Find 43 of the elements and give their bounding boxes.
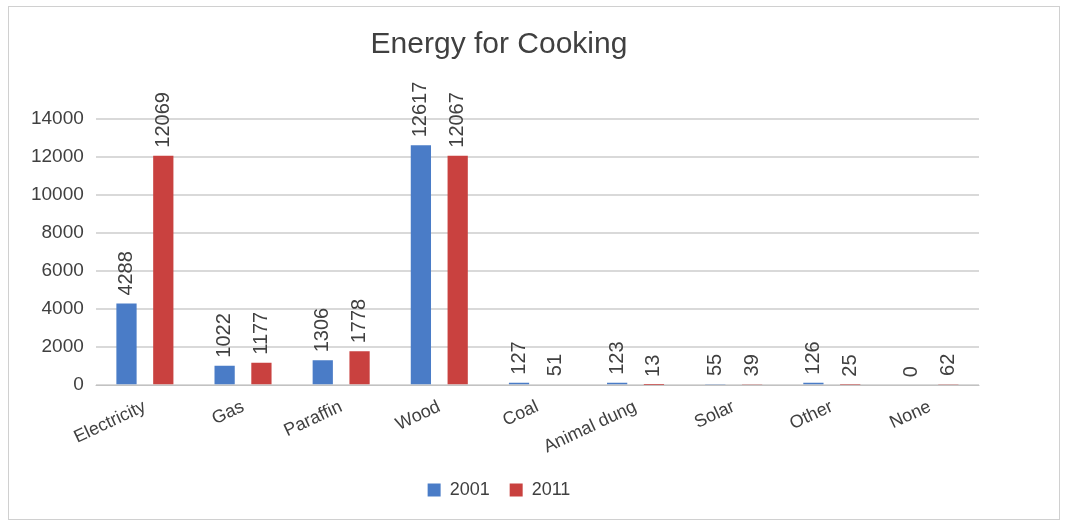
data-label: 0: [899, 366, 922, 378]
x-tick-label: None: [886, 395, 934, 433]
data-label: 51: [543, 353, 566, 377]
legend-label: 2001: [449, 478, 490, 499]
bar: [312, 360, 333, 385]
x-tick-label: Wood: [392, 395, 444, 434]
bar: [116, 303, 137, 385]
bar: [214, 365, 235, 385]
bar: [349, 351, 370, 385]
y-tick-label: 10000: [30, 183, 84, 205]
bar: [251, 362, 272, 385]
y-tick-label: 6000: [41, 259, 84, 281]
y-tick-label: 8000: [41, 221, 84, 243]
x-tick-label: Gas: [208, 395, 247, 428]
data-label: 25: [837, 354, 860, 377]
data-label: 12069: [150, 92, 173, 148]
data-label: 1177: [248, 311, 271, 355]
x-tick-label: Solar: [690, 395, 738, 432]
y-tick-label: 12000: [30, 145, 84, 167]
y-tick-label: 0: [73, 373, 84, 395]
bar: [447, 155, 468, 385]
data-label: 127: [506, 341, 529, 375]
data-label: 1778: [347, 298, 370, 344]
data-label: 12067: [445, 92, 468, 148]
bar: [153, 155, 174, 385]
data-label: 1306: [310, 307, 333, 353]
y-tick-label: 2000: [41, 335, 84, 357]
y-tick-label: 4000: [41, 297, 84, 319]
data-label: 62: [935, 353, 958, 376]
data-label: 55: [702, 353, 725, 377]
data-label: 13: [641, 354, 664, 377]
data-label: 4288: [114, 251, 137, 296]
x-tick-label: Coal: [499, 395, 542, 430]
data-label: 12617: [408, 81, 431, 138]
data-label: 1022: [212, 313, 235, 358]
data-label: 126: [800, 341, 823, 375]
data-label: 39: [739, 354, 762, 377]
chart-title: Energy for Cooking: [370, 26, 628, 60]
legend-label: 2011: [531, 478, 571, 499]
bar: [410, 145, 432, 385]
y-tick-label: 14000: [30, 107, 84, 129]
data-label: 123: [604, 341, 627, 375]
x-tick-label: Other: [786, 395, 836, 434]
